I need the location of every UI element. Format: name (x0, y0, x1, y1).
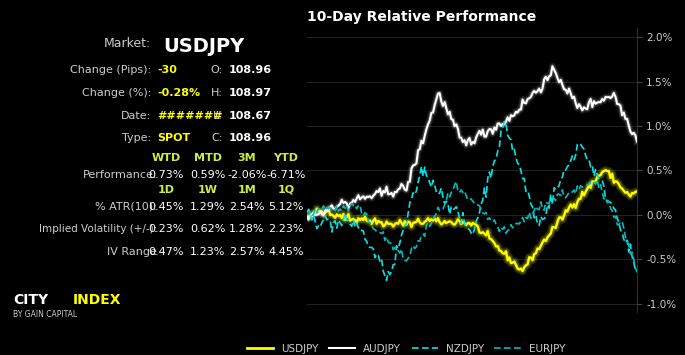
Text: IV Range: IV Range (107, 247, 157, 257)
Text: 108.96: 108.96 (229, 65, 272, 75)
Text: 1W: 1W (198, 185, 218, 195)
Text: 108.97: 108.97 (229, 88, 272, 98)
Text: 0.45%: 0.45% (148, 202, 184, 212)
Text: 1.28%: 1.28% (229, 224, 264, 234)
Text: C:: C: (212, 133, 223, 143)
Text: CITY: CITY (13, 293, 48, 306)
Text: 0.62%: 0.62% (190, 224, 225, 234)
Text: O:: O: (211, 65, 223, 75)
Text: 1Q: 1Q (277, 185, 295, 195)
Text: Performance:: Performance: (82, 170, 157, 180)
Text: 5.12%: 5.12% (269, 202, 303, 212)
Text: Type:: Type: (122, 133, 151, 143)
Text: % ATR(10):: % ATR(10): (95, 202, 157, 212)
Text: 2.57%: 2.57% (229, 247, 264, 257)
Text: Date:: Date: (121, 111, 151, 121)
Text: -30: -30 (157, 65, 177, 75)
Legend: USDJPY, AUDJPY, NZDJPY, EURJPY: USDJPY, AUDJPY, NZDJPY, EURJPY (242, 340, 569, 355)
Text: Market:: Market: (103, 37, 151, 50)
Text: YTD: YTD (273, 153, 299, 163)
Text: INDEX: INDEX (73, 293, 121, 306)
Text: 0.59%: 0.59% (190, 170, 225, 180)
Text: 1.29%: 1.29% (190, 202, 225, 212)
Text: 2.54%: 2.54% (229, 202, 264, 212)
Text: 1.23%: 1.23% (190, 247, 225, 257)
Text: 0.23%: 0.23% (148, 224, 184, 234)
Text: 4.45%: 4.45% (269, 247, 303, 257)
Text: BY GAIN CAPITAL: BY GAIN CAPITAL (13, 310, 77, 318)
Text: 3M: 3M (238, 153, 256, 163)
Text: L:: L: (213, 111, 223, 121)
Text: 1M: 1M (238, 185, 256, 195)
Text: 108.96: 108.96 (229, 133, 272, 143)
Text: 108.67: 108.67 (229, 111, 272, 121)
Text: MTD: MTD (194, 153, 222, 163)
Text: 0.73%: 0.73% (148, 170, 184, 180)
Text: 10-Day Relative Performance: 10-Day Relative Performance (307, 10, 536, 24)
Text: Implied Volatility (+/-):: Implied Volatility (+/-): (38, 224, 157, 234)
Text: 0.47%: 0.47% (148, 247, 184, 257)
Text: -0.28%: -0.28% (157, 88, 200, 98)
Text: -2.06%: -2.06% (227, 170, 266, 180)
Text: SPOT: SPOT (157, 133, 190, 143)
Text: Change (Pips):: Change (Pips): (70, 65, 151, 75)
Text: Change (%):: Change (%): (82, 88, 151, 98)
Text: 1D: 1D (158, 185, 175, 195)
Text: WTD: WTD (151, 153, 181, 163)
Text: 2.23%: 2.23% (269, 224, 303, 234)
Text: H:: H: (211, 88, 223, 98)
Text: USDJPY: USDJPY (163, 37, 244, 56)
Text: -6.71%: -6.71% (266, 170, 306, 180)
Text: #######: ####### (157, 111, 223, 121)
